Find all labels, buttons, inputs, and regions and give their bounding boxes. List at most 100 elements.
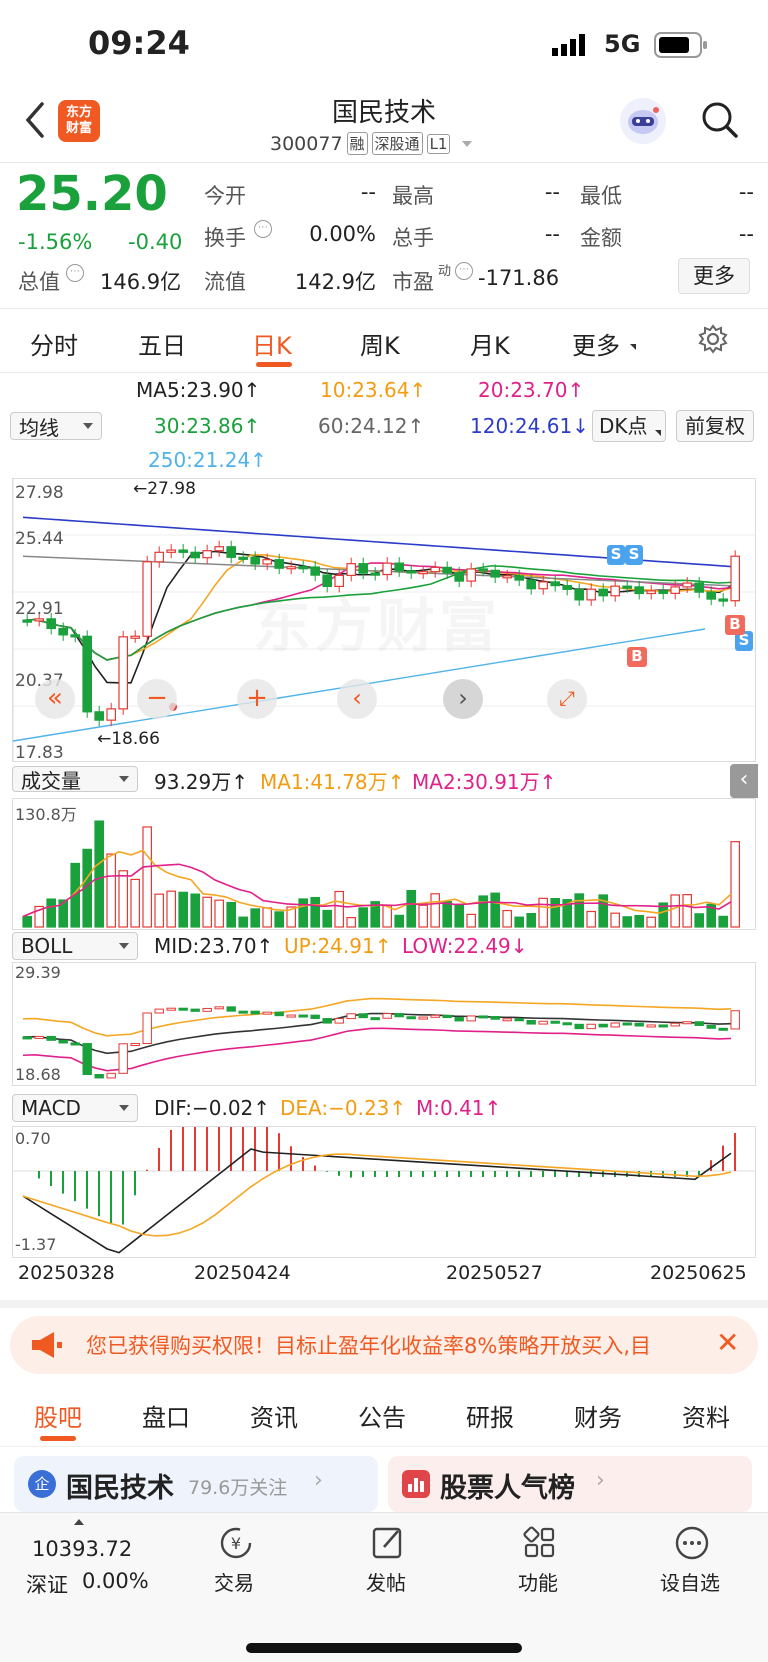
search-icon[interactable] bbox=[700, 100, 740, 144]
post-icon[interactable] bbox=[368, 1523, 408, 1563]
app-header: 东方 财富 国民技术 300077 融 深股通 L1 bbox=[0, 90, 768, 162]
volume-bar bbox=[406, 889, 416, 928]
tab-five-day[interactable]: 五日 bbox=[138, 332, 186, 360]
active-tab-indicator bbox=[256, 362, 292, 367]
tab-news[interactable]: 资讯 bbox=[250, 1404, 298, 1432]
volume-bar bbox=[598, 894, 608, 928]
sell-signal[interactable]: S bbox=[735, 631, 753, 651]
info-icon[interactable]: ⋯ bbox=[455, 262, 473, 280]
popularity-card[interactable]: 股票人气榜 › bbox=[388, 1456, 752, 1512]
ma-selector[interactable]: 均线 bbox=[10, 412, 102, 440]
high-marker: ←27.98 bbox=[133, 479, 196, 499]
boll-candle bbox=[466, 1015, 476, 1022]
tab-orderbook[interactable]: 盘口 bbox=[142, 1404, 190, 1432]
stock-forum-card[interactable]: 企 国民技术 79.6万关注 › bbox=[14, 1456, 378, 1512]
apps-icon[interactable] bbox=[520, 1523, 560, 1563]
boll-chart[interactable]: 29.39 18.68 bbox=[12, 962, 756, 1086]
boll-candle bbox=[490, 1016, 500, 1020]
candle bbox=[166, 549, 176, 553]
candle bbox=[346, 563, 356, 577]
tab-profile[interactable]: 资料 bbox=[682, 1404, 730, 1432]
info-icon[interactable]: ⋯ bbox=[66, 264, 84, 282]
volume-bar bbox=[94, 820, 104, 928]
sell-signal[interactable]: S bbox=[607, 545, 625, 565]
candle bbox=[598, 588, 608, 597]
robot-assistant-icon[interactable] bbox=[620, 98, 666, 144]
volume-svg bbox=[22, 820, 740, 928]
macd-chart[interactable]: 0.70 -1.37 bbox=[12, 1126, 756, 1258]
zoom-out-icon[interactable]: − bbox=[137, 679, 177, 719]
macd-y-max: 0.70 bbox=[15, 1129, 51, 1148]
tab-daily-k[interactable]: 日K bbox=[252, 332, 292, 360]
kline-svg bbox=[13, 479, 755, 761]
volume-selector[interactable]: 成交量 bbox=[12, 766, 138, 793]
boll-candle bbox=[274, 1011, 284, 1017]
tab-monthly-k[interactable]: 月K bbox=[470, 332, 510, 360]
toolbar-function-label[interactable]: 功能 bbox=[518, 1571, 558, 1595]
boll-candle bbox=[634, 1022, 644, 1027]
boll-mid: MID:23.70↑ bbox=[154, 934, 274, 958]
volume-bar bbox=[562, 899, 572, 928]
more-button[interactable]: 更多 bbox=[678, 258, 750, 294]
stock-code-row: 300077 融 深股通 L1 bbox=[270, 132, 473, 155]
tab-intraday[interactable]: 分时 bbox=[30, 332, 78, 360]
fullscreen-icon[interactable]: ⤢ bbox=[547, 679, 587, 719]
volume-bar bbox=[262, 907, 272, 928]
promo-banner[interactable]: 您已获得购买权限！目标止盈年化收益率8%策略开放买入,目 ✕ bbox=[10, 1316, 758, 1374]
watchlist-icon[interactable] bbox=[672, 1523, 712, 1563]
candle bbox=[550, 581, 560, 587]
settings-gear-icon[interactable] bbox=[698, 324, 728, 358]
scroll-right-icon[interactable]: › bbox=[443, 679, 483, 719]
trade-icon[interactable]: ¥ bbox=[216, 1523, 256, 1563]
zoom-in-icon[interactable]: + bbox=[237, 679, 277, 719]
boll-candle bbox=[394, 1013, 404, 1018]
tag-level: L1 bbox=[426, 133, 451, 154]
buy-signal[interactable]: B bbox=[725, 615, 745, 635]
volume-bar bbox=[538, 897, 548, 928]
toolbar-trade-label[interactable]: 交易 bbox=[214, 1571, 254, 1595]
toolbar-post-label[interactable]: 发帖 bbox=[366, 1571, 406, 1595]
bottom-toolbar: 10393.72 深证 0.00% ¥ 交易 发帖 功能 设自选 bbox=[0, 1512, 768, 1662]
boll-selector[interactable]: BOLL bbox=[12, 932, 138, 960]
candle bbox=[190, 551, 200, 559]
buy-signal[interactable]: B bbox=[627, 647, 647, 667]
adjust-button[interactable]: 前复权 bbox=[676, 410, 754, 442]
tab-forum[interactable]: 股吧 bbox=[34, 1404, 82, 1432]
dk-point-button[interactable]: DK点 bbox=[592, 410, 666, 442]
dropdown-icon[interactable] bbox=[462, 140, 473, 147]
close-icon[interactable]: ✕ bbox=[716, 1326, 740, 1359]
scroll-fast-left-icon[interactable]: « bbox=[35, 679, 75, 719]
tab-weekly-k[interactable]: 周K bbox=[360, 332, 400, 360]
volume-bar bbox=[394, 914, 404, 928]
field-label: 今开 bbox=[204, 184, 246, 208]
field-value: -- bbox=[738, 222, 754, 246]
info-icon[interactable]: ⋯ bbox=[254, 220, 272, 238]
sell-signal[interactable]: S bbox=[625, 545, 643, 565]
back-icon[interactable] bbox=[22, 100, 48, 144]
volume-chart[interactable]: 130.8万 bbox=[12, 798, 756, 930]
boll-candle bbox=[202, 1007, 212, 1012]
date-label: 20250625 bbox=[650, 1262, 747, 1284]
candle bbox=[94, 711, 104, 721]
candle bbox=[586, 588, 596, 601]
volume-bar bbox=[214, 899, 224, 928]
index-value[interactable]: 10393.72 bbox=[32, 1537, 133, 1561]
volume-bar bbox=[454, 904, 464, 928]
volume-bar bbox=[154, 893, 164, 928]
toolbar-watchlist-label[interactable]: 设自选 bbox=[660, 1571, 720, 1595]
tab-financials[interactable]: 财务 bbox=[574, 1404, 622, 1432]
volume-bar bbox=[682, 894, 692, 928]
tab-announcements[interactable]: 公告 bbox=[358, 1404, 406, 1432]
boll-candle bbox=[370, 1017, 380, 1021]
candle bbox=[562, 585, 572, 590]
volume-y-max: 130.8万 bbox=[15, 805, 77, 824]
volume-bar bbox=[178, 891, 188, 928]
macd-selector[interactable]: MACD bbox=[12, 1094, 138, 1122]
more-caret-icon bbox=[630, 344, 636, 350]
boll-candle bbox=[718, 1027, 728, 1031]
tab-more[interactable]: 更多 bbox=[572, 332, 620, 360]
tab-research[interactable]: 研报 bbox=[466, 1404, 514, 1432]
scroll-left-icon[interactable]: ‹ bbox=[337, 679, 377, 719]
collapse-panel-icon[interactable]: ‹ bbox=[730, 764, 758, 798]
